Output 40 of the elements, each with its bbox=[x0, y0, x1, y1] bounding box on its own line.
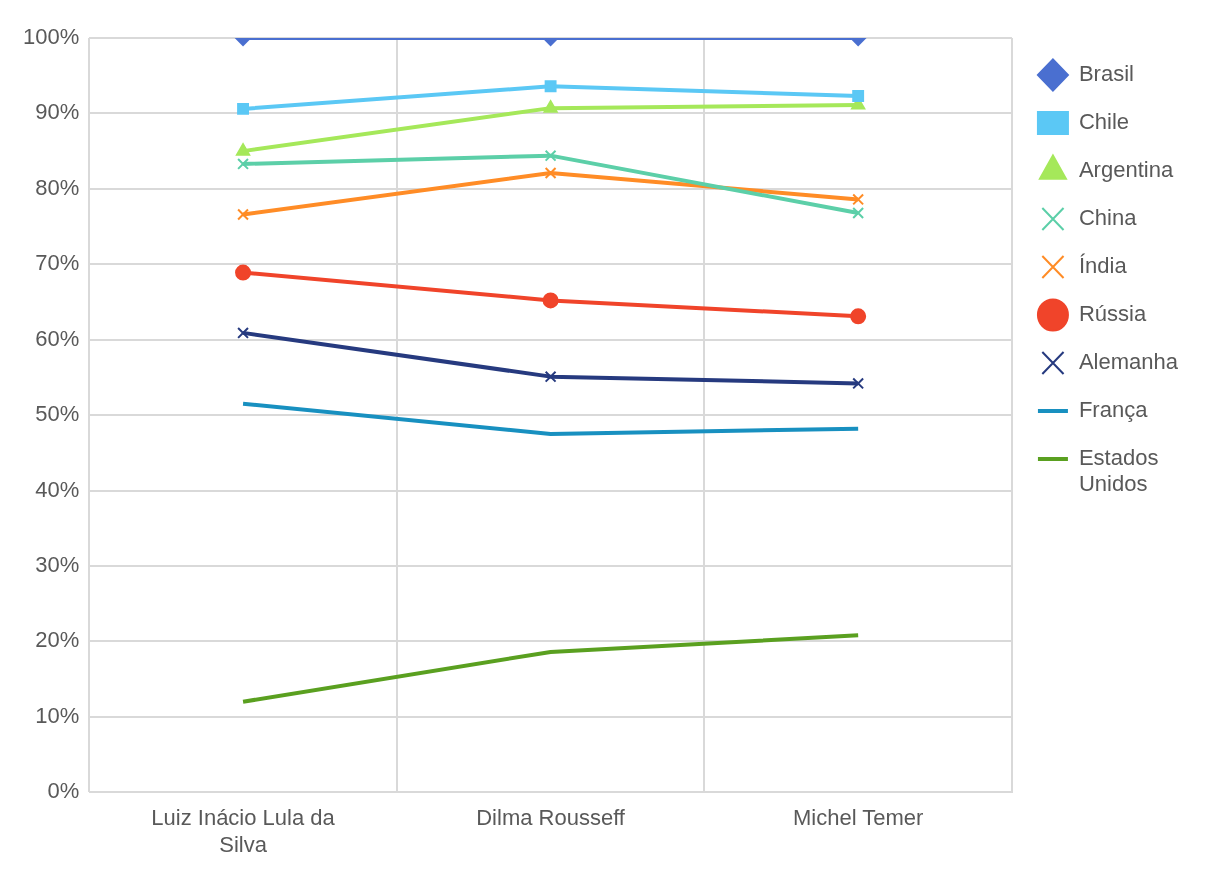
point bbox=[544, 80, 557, 93]
point bbox=[543, 100, 558, 113]
legend-label: França bbox=[1078, 397, 1149, 423]
y-tick-label: 30% bbox=[35, 552, 80, 577]
point bbox=[852, 207, 865, 219]
y-tick-label: 40% bbox=[35, 476, 80, 502]
y-tick-label: 10% bbox=[35, 702, 80, 728]
y-tick-label: 80% bbox=[35, 174, 80, 200]
legend-label: Brasil bbox=[1078, 61, 1134, 87]
point bbox=[237, 158, 249, 170]
legend-label: Rússia bbox=[1078, 301, 1147, 327]
y-tick-label: 100% bbox=[22, 24, 80, 50]
legend-label: Argentina bbox=[1078, 157, 1174, 183]
point bbox=[852, 377, 865, 390]
y-tick-label: 90% bbox=[35, 99, 80, 125]
legend-label: Alemanha bbox=[1078, 349, 1179, 375]
y-tick-label: 20% bbox=[35, 627, 80, 653]
legend-label: Estados Unidos bbox=[1078, 445, 1159, 497]
point bbox=[235, 143, 251, 156]
legend-label: China bbox=[1078, 205, 1138, 231]
point bbox=[237, 326, 249, 339]
y-tick-label: 0% bbox=[47, 778, 80, 804]
point bbox=[544, 149, 557, 162]
x-tick-label: Luiz Inácio Lula da Silva bbox=[151, 805, 336, 857]
point bbox=[850, 308, 867, 325]
y-tick-label: 50% bbox=[35, 401, 80, 427]
point bbox=[852, 90, 865, 103]
x-tick-label: Michel Temer bbox=[792, 805, 924, 831]
point bbox=[544, 167, 557, 179]
point bbox=[544, 370, 557, 383]
point bbox=[852, 193, 865, 206]
y-tick-label: 70% bbox=[35, 250, 80, 276]
legend-label: Chile bbox=[1078, 109, 1130, 135]
point bbox=[542, 292, 559, 309]
y-tick-label: 60% bbox=[35, 325, 80, 351]
point bbox=[237, 102, 249, 115]
point bbox=[235, 264, 252, 281]
point bbox=[237, 208, 249, 221]
x-tick-label: Dilma Rousseff bbox=[476, 805, 626, 831]
legend-label: Índia bbox=[1078, 253, 1128, 279]
